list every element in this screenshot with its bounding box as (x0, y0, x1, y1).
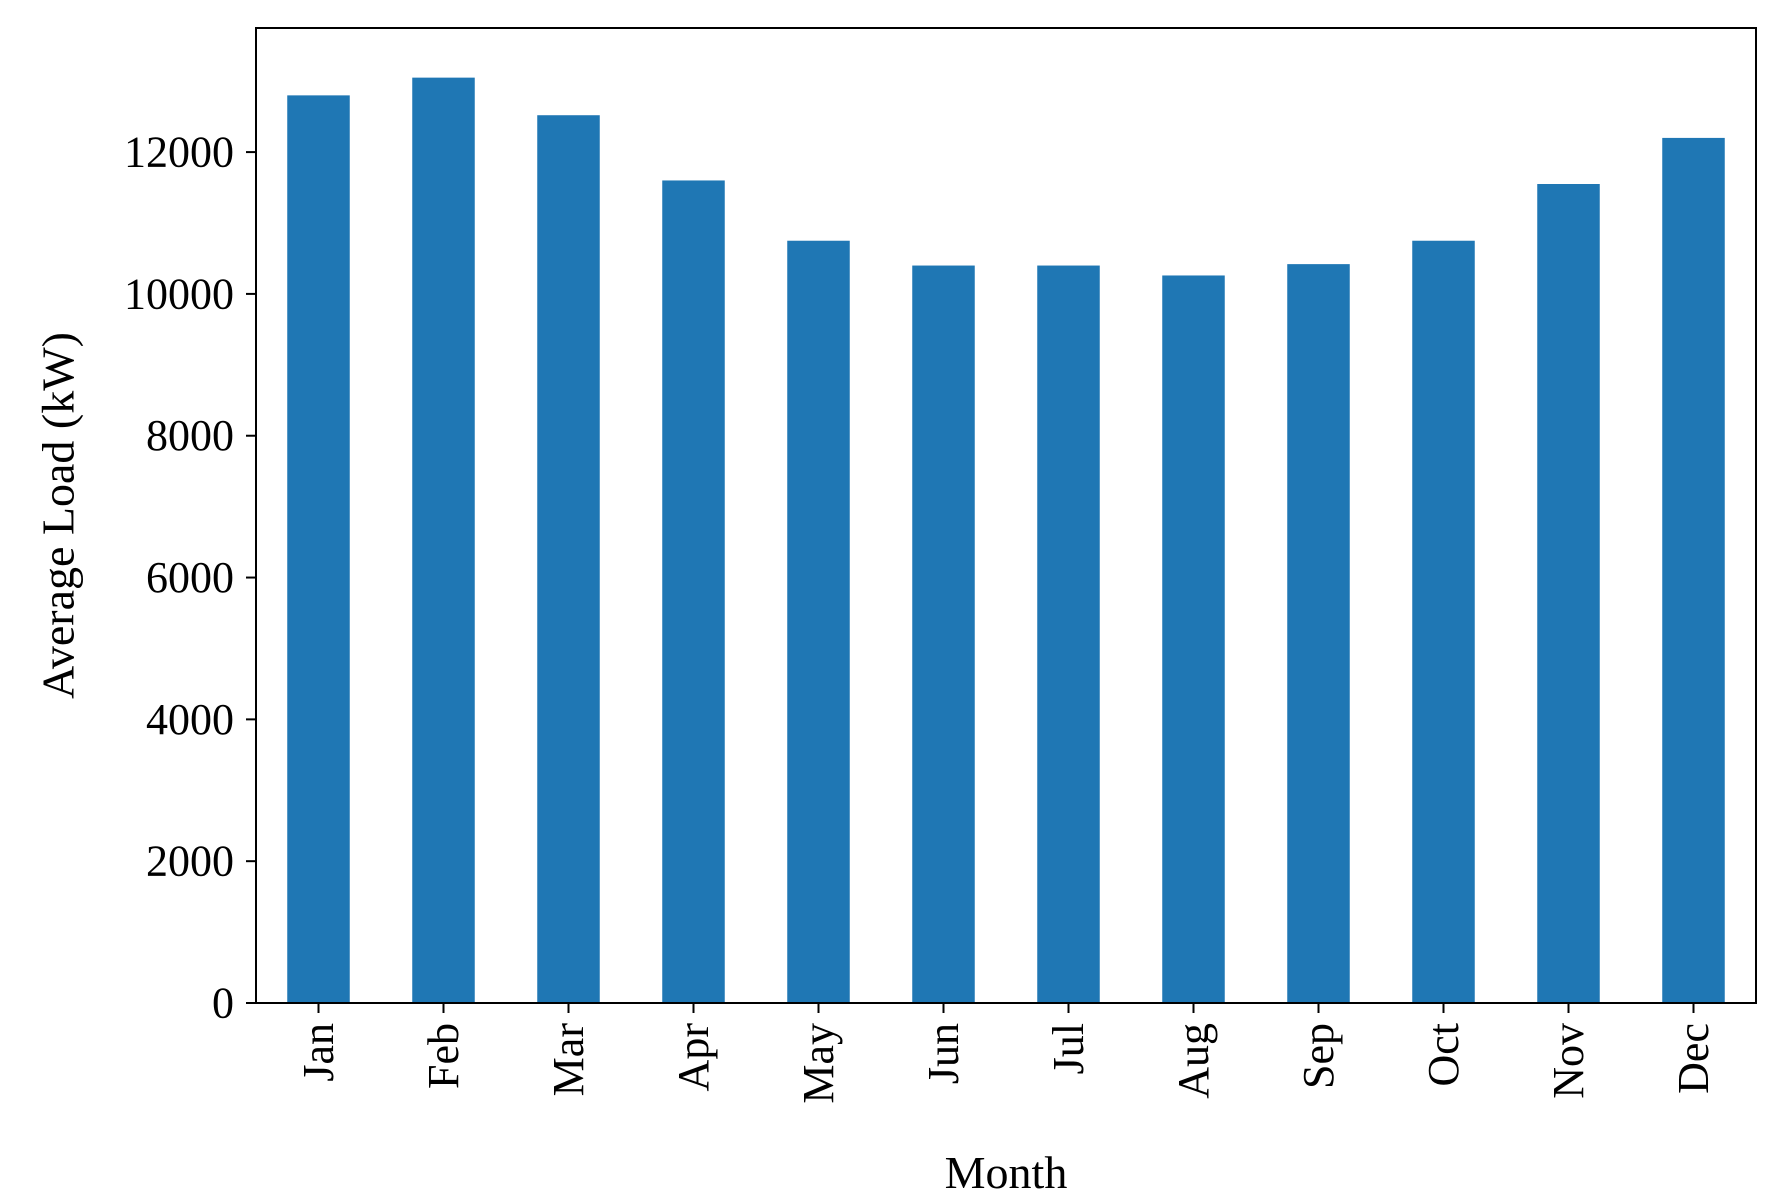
x-axis-ticks: Jan Feb Mar Apr May Jun Jul Aug Sep Oct Nov Dec (294, 1003, 1718, 1104)
y-tick-label: 6000 (146, 553, 234, 602)
bar-jun (912, 265, 975, 1004)
y-axis-label: Average Load (kW) (33, 332, 84, 699)
x-tick-label-aug: Aug (1169, 1023, 1218, 1099)
x-tick-label-feb: Feb (419, 1023, 468, 1089)
bar-mar (537, 115, 600, 1003)
y-tick-label: 4000 (146, 695, 234, 744)
y-tick-label: 0 (212, 979, 234, 1028)
x-tick-label-dec: Dec (1669, 1023, 1718, 1094)
x-tick-label-may: May (794, 1023, 843, 1104)
x-axis-label: Month (945, 1147, 1068, 1198)
y-tick-label: 8000 (146, 411, 234, 460)
x-tick-label-jul: Jul (1044, 1023, 1093, 1074)
x-tick-label-apr: Apr (669, 1023, 718, 1092)
bar-may (787, 240, 850, 1003)
x-tick-label-jan: Jan (294, 1023, 343, 1082)
bar-oct (1412, 240, 1475, 1003)
bar-aug (1162, 275, 1225, 1003)
y-tick-label: 12000 (124, 128, 234, 177)
x-tick-label-oct: Oct (1419, 1023, 1468, 1087)
x-tick-label-mar: Mar (544, 1023, 593, 1097)
bars-group (287, 77, 1725, 1004)
bar-apr (662, 180, 725, 1004)
x-tick-label-sep: Sep (1294, 1023, 1343, 1089)
bar-nov (1537, 184, 1600, 1003)
y-tick-label: 10000 (124, 269, 234, 318)
bar-jul (1037, 265, 1100, 1004)
plot-frame (255, 27, 1757, 1004)
x-tick-label-nov: Nov (1544, 1023, 1593, 1099)
bar-jan (287, 95, 350, 1003)
y-tick-label: 2000 (146, 837, 234, 886)
y-axis-ticks: 0 2000 4000 6000 8000 10000 12000 (124, 128, 256, 1028)
bar-sep (1287, 264, 1350, 1003)
x-tick-label-jun: Jun (919, 1023, 968, 1084)
bar-feb (412, 77, 475, 1004)
bar-dec (1662, 137, 1725, 1004)
